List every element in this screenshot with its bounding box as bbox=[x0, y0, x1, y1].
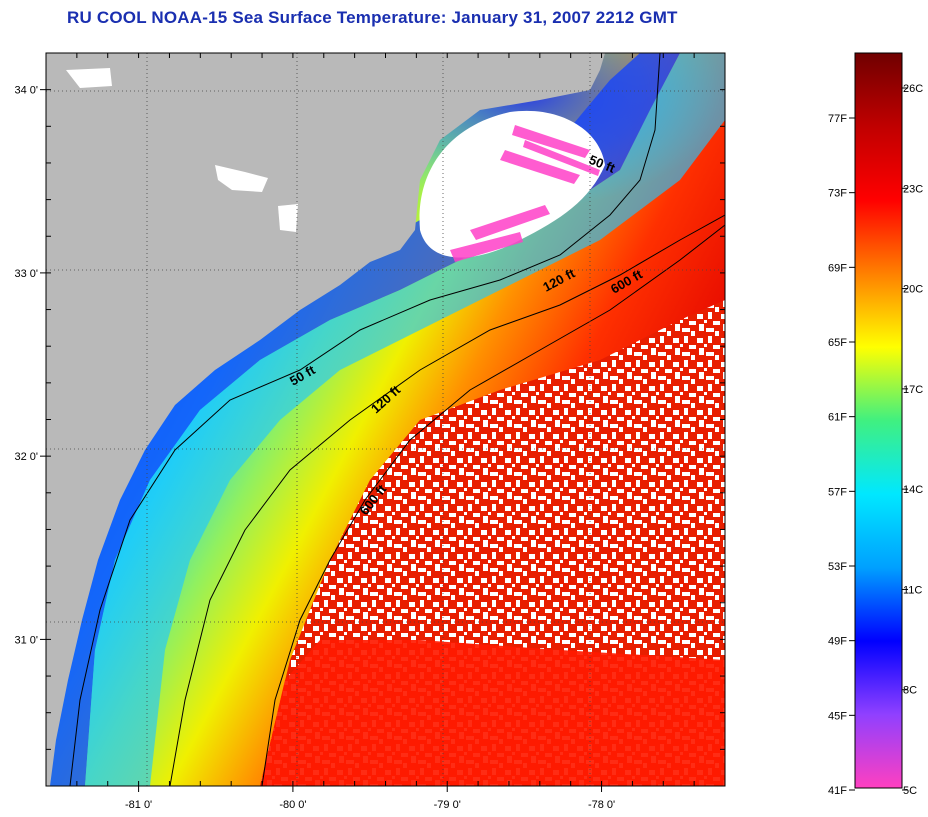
fahrenheit-label: 41F bbox=[828, 785, 847, 797]
fahrenheit-label: 57F bbox=[828, 486, 847, 498]
lon-tick-label: -78 0' bbox=[588, 799, 615, 811]
lat-tick-label: 34 0' bbox=[14, 85, 38, 97]
fahrenheit-label: 73F bbox=[828, 188, 847, 200]
land bbox=[46, 53, 605, 786]
contour-120ft bbox=[169, 214, 725, 786]
fahrenheit-label: 77F bbox=[828, 113, 847, 125]
celsius-label: 23C bbox=[903, 183, 923, 195]
map-title: RU COOL NOAA-15 Sea Surface Temperature:… bbox=[67, 8, 678, 27]
celsius-label: 26C bbox=[903, 83, 923, 95]
warm-core-band bbox=[260, 640, 725, 786]
fahrenheit-label: 69F bbox=[828, 262, 847, 274]
inland-cloud bbox=[66, 68, 112, 88]
mid-shelf-cyan bbox=[85, 53, 725, 786]
lon-tick-label: -80 0' bbox=[279, 799, 306, 811]
lon-tick-label: -81 0' bbox=[125, 799, 152, 811]
lon-tick-label: -79 0' bbox=[434, 799, 461, 811]
lat-tick-label: 33 0' bbox=[14, 268, 38, 280]
cold-streaks-north bbox=[450, 125, 600, 262]
fahrenheit-label: 65F bbox=[828, 337, 847, 349]
celsius-label: 20C bbox=[903, 284, 923, 296]
celsius-label: 11C bbox=[903, 584, 922, 596]
map-panel bbox=[46, 53, 725, 786]
contour-50ft bbox=[69, 53, 661, 786]
lat-tick-label: 32 0' bbox=[14, 451, 38, 463]
celsius-label: 5C bbox=[903, 785, 917, 797]
fahrenheit-label: 61F bbox=[828, 412, 847, 424]
colorbar-swatch bbox=[854, 52, 903, 789]
contour-600ft bbox=[261, 224, 725, 786]
nearshore-cold-band bbox=[46, 53, 680, 786]
inland-cloud bbox=[215, 165, 268, 192]
lat-tick-label: 31 0' bbox=[14, 634, 38, 646]
colorbar-labels: 77F 73F 69F 65F 61F 57F 53F 49F 45F 41F 26C 23C 20C 1… bbox=[828, 83, 923, 797]
fahrenheit-label: 53F bbox=[828, 561, 847, 573]
fahrenheit-label: 49F bbox=[828, 636, 847, 648]
inland-cloud bbox=[278, 204, 298, 232]
fahrenheit-label: 45F bbox=[828, 710, 847, 722]
celsius-label: 14C bbox=[903, 484, 923, 496]
axis-ticks: -81 0' -80 0' -79 0' -78 0' 34 0' 33 0' 32 0' 3… bbox=[14, 52, 726, 811]
celsius-label: 8C bbox=[903, 685, 917, 697]
celsius-label: 17C bbox=[903, 384, 923, 396]
